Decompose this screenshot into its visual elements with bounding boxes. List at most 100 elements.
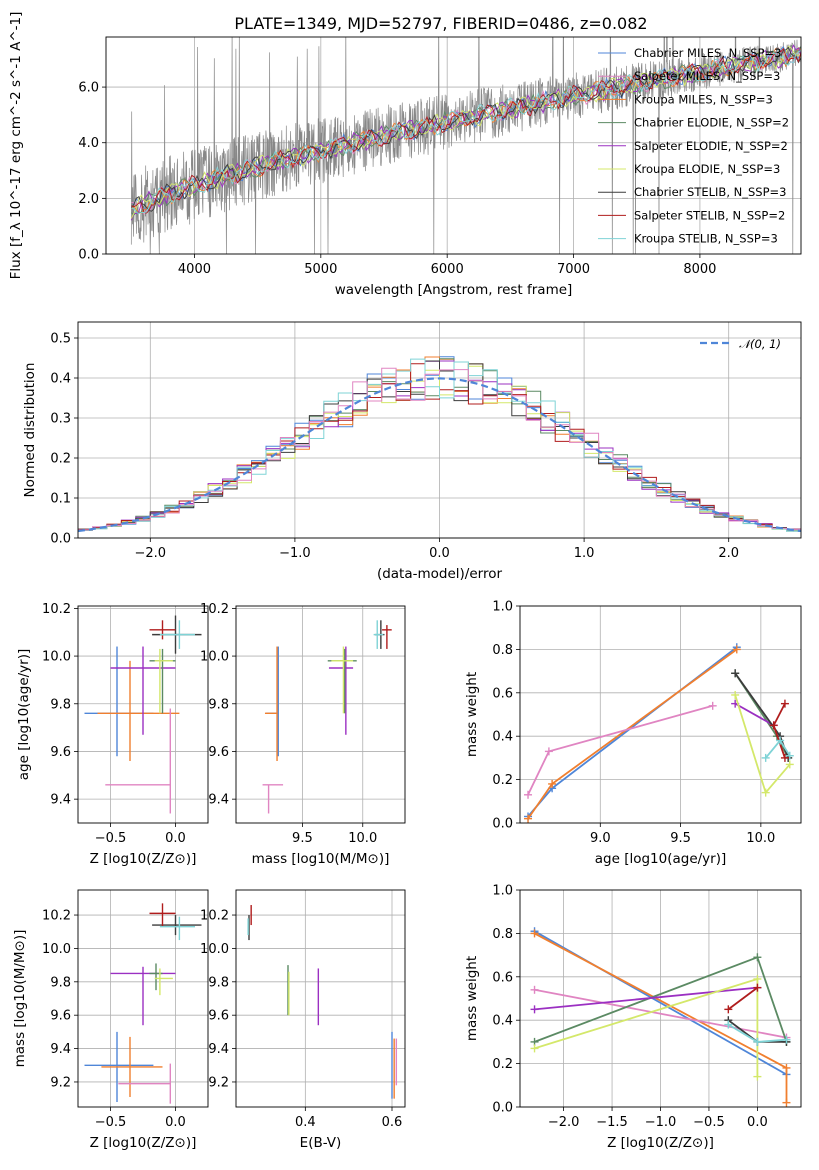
grid xyxy=(520,605,801,824)
legend-label: Salpeter ELODIE, N_SSP=2 xyxy=(634,139,788,153)
plus-marker xyxy=(761,753,770,762)
plus-marker xyxy=(708,701,717,710)
errorbar-point-2 xyxy=(118,1063,172,1104)
y-tick-label: 9.6 xyxy=(208,1009,229,1024)
x-tick-label: −1.0 xyxy=(279,546,311,561)
errorbar-point-3 xyxy=(110,966,176,1026)
x-tick-label: −2.0 xyxy=(548,1115,580,1130)
x-axis-label: wavelength [Angstrom, rest frame] xyxy=(335,282,573,298)
panel-weight_vs_Z: −2.0 −1.5 −1.0 −0.5 0.0 0.0 0.2 0.4 0.6 0.8 1.0 Z [… xyxy=(464,884,802,1151)
y-tick-label: 0.3 xyxy=(50,412,71,427)
model-spectrum-5 xyxy=(130,45,801,219)
histogram-series-8 xyxy=(78,367,801,531)
y-tick-label: 9.4 xyxy=(50,793,71,808)
histogram-series-5 xyxy=(78,360,801,530)
y-axis-label: mass weight xyxy=(464,956,480,1041)
y-tick-label: 10.2 xyxy=(200,602,229,617)
legend-label: Kroupa ELODIE, N_SSP=3 xyxy=(634,162,780,176)
model-spectrum-6 xyxy=(130,46,801,212)
plus-marker xyxy=(724,1020,733,1029)
plus-marker xyxy=(731,690,740,699)
plus-marker xyxy=(753,983,762,992)
axes-frame xyxy=(519,605,802,824)
plus-marker xyxy=(782,1098,791,1107)
x-tick-label: 9.5 xyxy=(670,831,691,846)
plot-area xyxy=(84,615,202,814)
x-tick-label: 2.0 xyxy=(718,546,739,561)
plot-area xyxy=(78,356,801,533)
y-tick-label: 9.4 xyxy=(208,1042,229,1057)
x-tick-label: 1.0 xyxy=(574,546,595,561)
plus-marker xyxy=(724,1005,733,1014)
y-tick-label: 9.4 xyxy=(208,793,229,808)
x-tick-label: 0.0 xyxy=(165,1115,186,1130)
plus-marker xyxy=(769,721,778,730)
y-axis-label: Flux [f_λ 10^-17 erg cm^-2 s^-1 A^-1] xyxy=(8,12,24,280)
errorbar-point-3 xyxy=(328,646,354,735)
grid xyxy=(236,606,405,823)
y-tick-label: 9.6 xyxy=(50,1009,71,1024)
plot-area xyxy=(247,905,398,1099)
errorbar-point-1 xyxy=(97,660,180,761)
axes-frame xyxy=(77,605,209,824)
plus-marker xyxy=(544,747,553,756)
x-tick-label: 0.0 xyxy=(429,546,450,561)
y-tick-label: 0.6 xyxy=(492,970,513,985)
y-tick-label: 0.0 xyxy=(492,1101,513,1116)
errorbar-point-3 xyxy=(110,646,176,735)
plus-marker xyxy=(732,645,741,654)
axes-frame xyxy=(105,36,802,255)
x-axis-label: mass [log10(M/M⊙)] xyxy=(252,851,390,867)
x-tick-label: 0.4 xyxy=(295,1115,316,1130)
plus-marker xyxy=(776,736,785,745)
y-tick-label: 9.8 xyxy=(50,697,71,712)
y-tick-label: 0.6 xyxy=(492,686,513,701)
x-tick-label: 0.0 xyxy=(165,831,186,846)
y-tick-label: 9.6 xyxy=(208,745,229,760)
x-tick-label: 10.0 xyxy=(348,831,377,846)
errorbar-point-7 xyxy=(149,620,176,640)
x-axis-label: E(B-V) xyxy=(300,1135,342,1151)
y-tick-label: 0.4 xyxy=(492,730,513,745)
plus-marker xyxy=(780,699,789,708)
y-tick-label: 1.0 xyxy=(492,884,513,899)
x-tick-label: 6000 xyxy=(431,262,464,277)
y-tick-label: 10.0 xyxy=(42,650,71,665)
plus-marker xyxy=(753,1037,762,1046)
y-tick-label: 4.0 xyxy=(78,136,99,151)
plus-marker xyxy=(530,929,539,938)
weight-series-4 xyxy=(734,702,775,727)
y-tick-label: 0.0 xyxy=(492,817,513,832)
y-tick-label: 9.2 xyxy=(50,1075,71,1090)
y-axis-label: mass weight xyxy=(464,672,480,757)
plus-marker xyxy=(530,1005,539,1014)
legend-label: Salpeter MILES, N_SSP=3 xyxy=(634,69,780,83)
errorbar-point-2 xyxy=(262,784,284,814)
x-axis-label: (data-model)/error xyxy=(377,566,503,582)
y-tick-label: 9.2 xyxy=(208,1075,229,1090)
x-axis-label: Z [log10(Z/Z⊙)] xyxy=(90,1135,197,1151)
y-tick-label: 9.6 xyxy=(50,745,71,760)
errorbar-point-8 xyxy=(159,916,195,941)
model-spectrum-7 xyxy=(131,47,801,214)
y-tick-label: 9.8 xyxy=(50,975,71,990)
y-tick-label: 0.8 xyxy=(492,643,513,658)
y-tick-label: 1.0 xyxy=(492,600,513,615)
y-axis-label: Normed distribution xyxy=(22,363,38,498)
plus-marker xyxy=(785,751,794,760)
panel-spectrum: 4000 5000 6000 7000 8000 0.0 2.0 4.0 6.0 waveleng… xyxy=(8,12,802,298)
axes-frame xyxy=(519,889,802,1108)
x-axis-label: Z [log10(Z/Z⊙)] xyxy=(607,1135,714,1151)
plus-marker xyxy=(731,669,740,678)
x-tick-label: 9.5 xyxy=(292,831,313,846)
legend-label: Chabrier MILES, N_SSP=3 xyxy=(634,46,781,60)
x-axis-label: Z [log10(Z/Z⊙)] xyxy=(90,851,197,867)
plus-marker xyxy=(753,953,762,962)
plus-marker xyxy=(782,1063,791,1072)
axes-frame xyxy=(77,889,209,1108)
x-tick-label: −0.5 xyxy=(693,1115,725,1130)
y-tick-label: 10.0 xyxy=(42,942,71,957)
x-tick-label: −0.5 xyxy=(95,1115,127,1130)
y-tick-label: 10.0 xyxy=(200,650,229,665)
plot-area xyxy=(524,643,794,823)
